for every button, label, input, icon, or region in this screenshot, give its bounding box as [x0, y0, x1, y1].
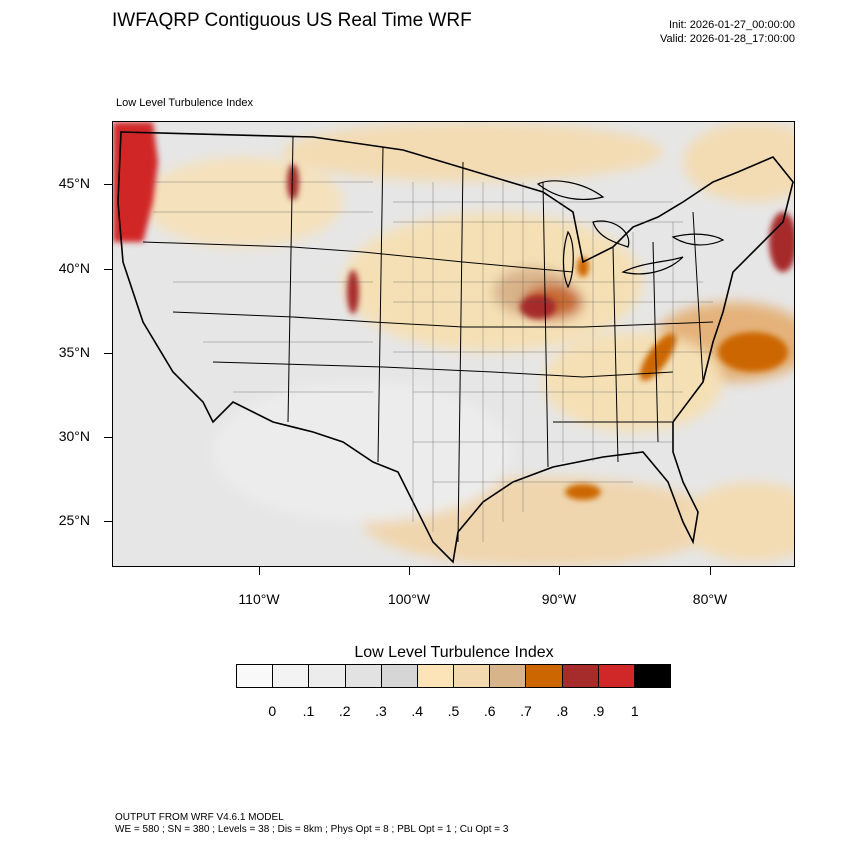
lat-tick-40n — [104, 269, 112, 270]
great-lakes — [536, 180, 725, 289]
colorbar-box — [454, 665, 491, 687]
colorbar-box — [598, 665, 635, 687]
colorbar-tick-label: .7 — [520, 703, 532, 719]
colorbar-box — [417, 665, 455, 687]
colorbar-tick-label: .2 — [338, 703, 351, 719]
colorbar-box — [490, 665, 527, 687]
county-boundaries — [153, 181, 713, 542]
valid-time: Valid: 2026-01-28_17:00:00 — [660, 33, 795, 45]
lon-tick-100w — [409, 567, 410, 575]
lon-label-110w: 110°W — [238, 591, 280, 607]
lon-tick-90w — [559, 567, 560, 575]
colorbar-tick-label: .6 — [483, 703, 496, 719]
lat-label-45n: 45°N — [58, 175, 90, 191]
colorbar-box — [237, 665, 274, 687]
colorbar-tick-label: .1 — [302, 703, 315, 719]
lon-label-100w: 100°W — [387, 591, 431, 607]
colorbar-tick-label: .9 — [592, 703, 605, 719]
colorbar-tick-label: .5 — [447, 703, 460, 719]
colorbar-tick-label: 1 — [630, 703, 639, 719]
turbulence-field-shading — [143, 122, 794, 566]
lat-tick-35n — [104, 353, 112, 354]
colorbar — [236, 664, 671, 688]
colorbar-box — [309, 665, 346, 687]
lat-label-30n: 30°N — [58, 428, 90, 444]
map-panel — [112, 121, 795, 567]
lat-label-40n: 40°N — [58, 260, 90, 276]
legend-title: Low Level Turbulence Index — [354, 644, 554, 661]
colorbar-tick-label: .4 — [411, 703, 424, 719]
model-info: OUTPUT FROM WRF V4.6.1 MODEL — [115, 812, 284, 823]
model-settings: WE = 580 ; SN = 380 ; Levels = 38 ; Dis … — [115, 824, 509, 835]
colorbar-box — [381, 665, 418, 687]
colorbar-tick-label: 0 — [268, 703, 277, 719]
us-coastline — [117, 131, 794, 564]
lat-tick-30n — [104, 437, 112, 438]
lon-label-80w: 80°W — [692, 591, 728, 607]
lon-label-90w: 90°W — [541, 591, 577, 607]
map-title: IWFAQRP Contiguous US Real Time WRF — [112, 10, 472, 31]
colorbar-box — [562, 665, 599, 687]
lat-tick-45n — [104, 184, 112, 185]
colorbar-tick-label: .3 — [375, 703, 387, 719]
colorbar-box — [273, 665, 310, 687]
turbulence-map — [113, 122, 794, 566]
lon-tick-110w — [259, 567, 260, 575]
colorbar-tick-label: .8 — [556, 703, 569, 719]
colorbar-box — [526, 665, 563, 687]
colorbar-box — [634, 665, 671, 687]
high-turbulence-areas — [113, 122, 794, 500]
field-label: Low Level Turbulence Index — [116, 97, 253, 109]
colorbar-box — [345, 665, 382, 687]
lat-tick-25n — [104, 521, 112, 522]
lon-tick-80w — [710, 567, 711, 575]
lat-label-25n: 25°N — [58, 512, 90, 528]
lat-label-35n: 35°N — [58, 344, 90, 360]
init-time: Init: 2026-01-27_00:00:00 — [669, 19, 795, 31]
state-boundaries — [142, 136, 714, 543]
